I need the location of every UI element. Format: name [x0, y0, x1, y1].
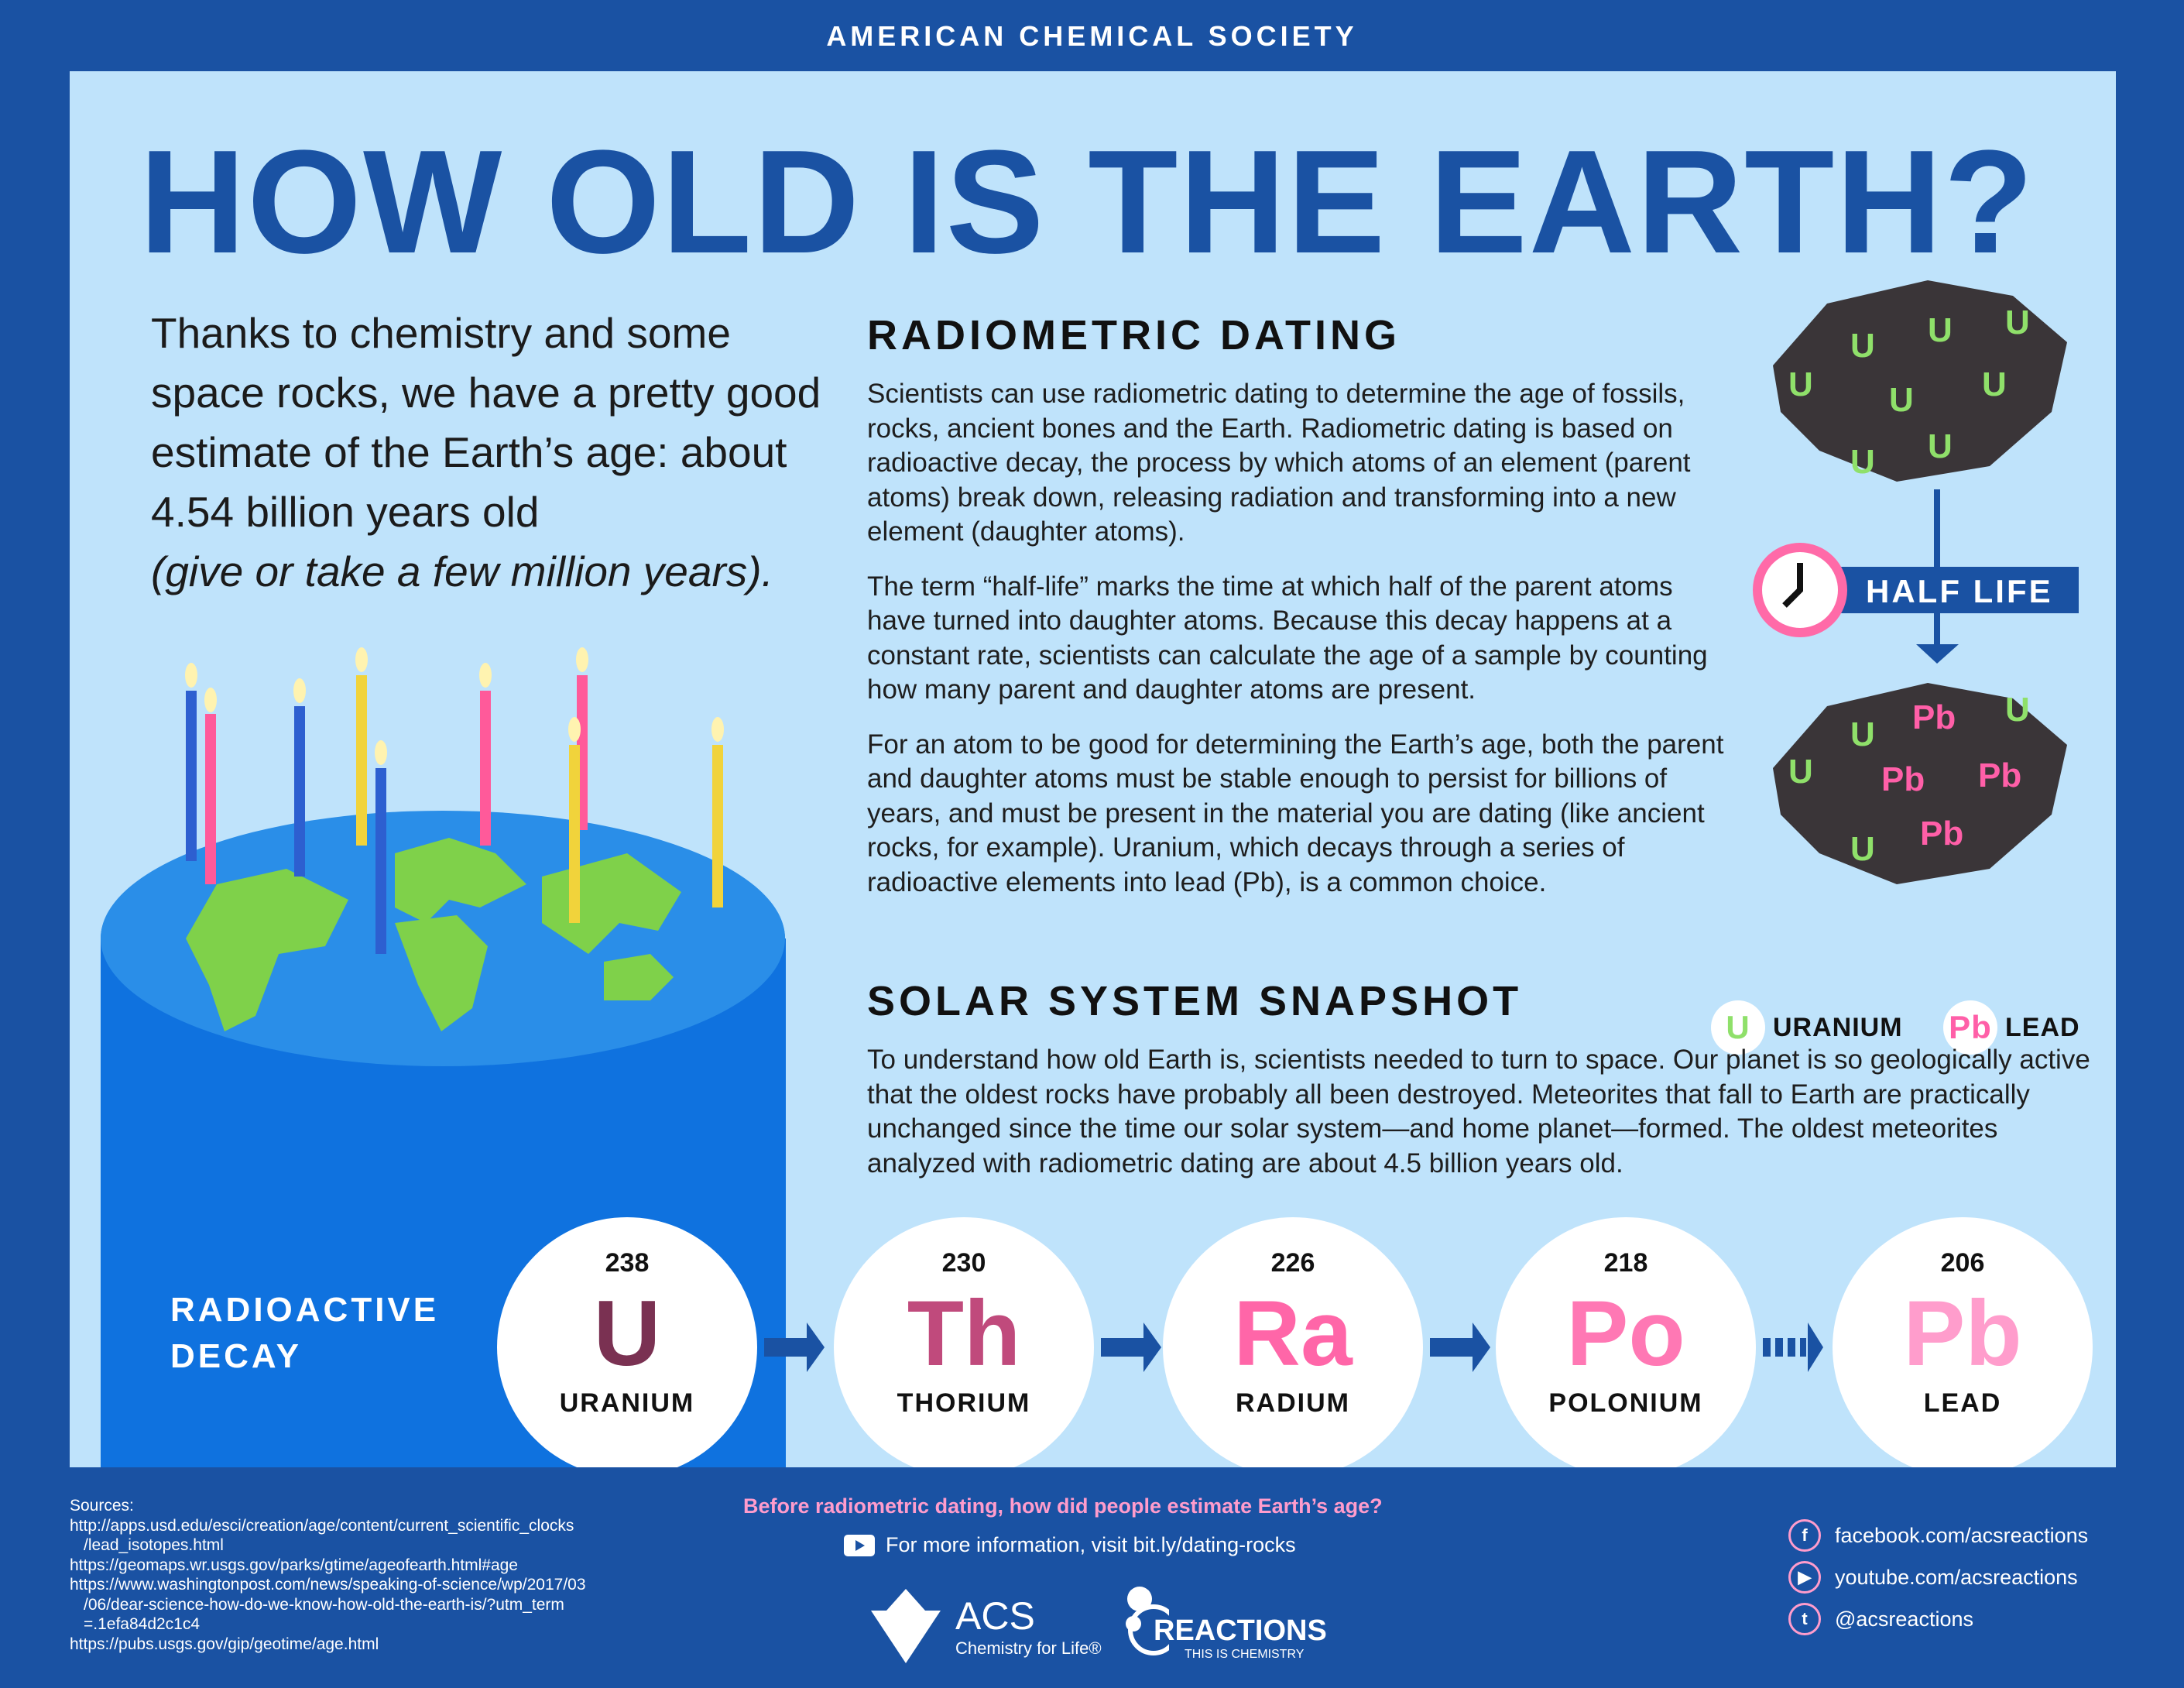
mass-number: 218	[1603, 1248, 1648, 1278]
mass-number: 226	[1270, 1248, 1315, 1278]
mass-number: 206	[1940, 1248, 1985, 1278]
meteorite-uranium	[1773, 280, 2067, 482]
element-name: LEAD	[1923, 1388, 2002, 1418]
element-name: THORIUM	[897, 1388, 1031, 1418]
radiometric-body: Scientists can use radiometric dating to…	[867, 379, 1724, 897]
mass-number: 238	[605, 1248, 650, 1278]
element-symbol: Ra	[1233, 1281, 1353, 1385]
legend-uranium: U URANIUM	[1711, 1000, 1903, 1055]
element-name: URANIUM	[559, 1388, 695, 1418]
element-symbol: Th	[907, 1281, 1021, 1385]
organization-header: AMERICAN CHEMICAL SOCIETY	[826, 20, 1358, 52]
mixed-atoms: U Pb U U Pb Pb Pb U	[1788, 691, 2030, 868]
radiometric-heading: RADIOMETRIC DATING	[867, 312, 1401, 359]
element-thorium: 230 Th THORIUM	[834, 1217, 1094, 1467]
birthday-cake-illustration	[101, 280, 2079, 1467]
twitter-icon: t	[1788, 1603, 1821, 1635]
reactions-logo: REACTIONS THIS IS CHEMISTRY	[1123, 1583, 1327, 1662]
question-text: Before radiometric dating, how did peopl…	[743, 1494, 1383, 1518]
acs-emblem-icon	[871, 1589, 941, 1663]
intro-text: Thanks to chemistry and some space rocks…	[151, 309, 821, 595]
element-name: RADIUM	[1236, 1388, 1350, 1418]
element-symbol: Pb	[1903, 1281, 2022, 1385]
page-title: HOW OLD IS THE EARTH?	[139, 120, 2035, 284]
acs-logo: ACS Chemistry for Life®	[867, 1587, 1102, 1665]
element-uranium: 238 U URANIUM	[497, 1217, 757, 1467]
element-symbol: Po	[1566, 1281, 1685, 1385]
arrow-icon	[764, 1323, 825, 1372]
facebook-icon: f	[1788, 1519, 1821, 1552]
solar-heading: SOLAR SYSTEM SNAPSHOT	[867, 978, 1523, 1024]
mass-number: 230	[941, 1248, 986, 1278]
youtube-link[interactable]: ▶ youtube.com/acsreactions	[1788, 1561, 2078, 1594]
arrow-icon	[1763, 1323, 1823, 1372]
radioactive-decay-label: RADIOACTIVE DECAY	[170, 1291, 440, 1375]
twitter-link[interactable]: t @acsreactions	[1788, 1603, 1973, 1635]
more-info-link[interactable]: For more information, visit bit.ly/datin…	[844, 1533, 1296, 1557]
element-name: POLONIUM	[1548, 1388, 1703, 1418]
element-radium: 226 Ra RADIUM	[1163, 1217, 1423, 1467]
element-symbol: U	[593, 1281, 661, 1385]
facebook-link[interactable]: f facebook.com/acsreactions	[1788, 1519, 2088, 1552]
molecule-icon	[1126, 1587, 1169, 1655]
arrow-icon	[1430, 1323, 1490, 1372]
candles	[185, 647, 724, 954]
element-lead: 206 Pb LEAD	[1833, 1217, 2093, 1467]
meteorite-mixed	[1773, 683, 2067, 884]
solar-body: To understand how old Earth is, scientis…	[867, 1045, 2090, 1179]
arrow-icon	[1101, 1323, 1161, 1372]
half-life-label: HALF LIFE	[1866, 573, 2053, 609]
element-polonium: 218 Po POLONIUM	[1496, 1217, 1756, 1467]
youtube-icon: ▶	[1788, 1561, 1821, 1594]
youtube-play-icon	[844, 1534, 875, 1556]
legend-lead: Pb LEAD	[1943, 1000, 2080, 1055]
sources: Sources: http://apps.usd.edu/esci/creati…	[70, 1497, 586, 1653]
